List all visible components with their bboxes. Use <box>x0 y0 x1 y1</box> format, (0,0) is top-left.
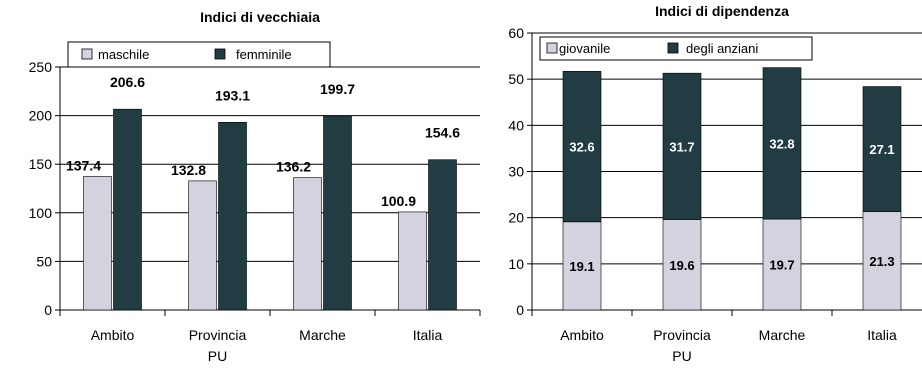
legend: maschile femminile <box>67 41 331 68</box>
data-label: 31.7 <box>669 139 694 154</box>
bar-degli-anziani <box>562 71 602 223</box>
category-label: PU <box>208 348 227 364</box>
chart-title: Indici di vecchiaia <box>200 9 320 25</box>
data-label: 154.6 <box>425 125 460 141</box>
y-tick-label: 50 <box>508 71 524 87</box>
category-label: Provincia <box>653 327 711 343</box>
bar-femminile <box>218 122 247 311</box>
y-tick-label: 150 <box>29 156 53 172</box>
category-label: Italia <box>867 327 897 343</box>
legend-swatch <box>667 42 679 54</box>
category-label: Marche <box>299 327 346 343</box>
y-tick-label: 0 <box>44 302 52 318</box>
data-label: 32.8 <box>769 136 794 151</box>
bar-giovanile <box>762 218 802 311</box>
y-tick-label: 200 <box>29 108 53 124</box>
bar-maschile <box>188 180 217 311</box>
dipendenza-chart: 0 10 20 30 40 50 60 19.1 32.6 Ambito 19.6 31.7 Provi… <box>508 3 922 364</box>
data-label: 32.6 <box>569 140 594 155</box>
bar-giovanile <box>562 221 602 311</box>
legend-box <box>67 41 331 68</box>
category-label: Provincia <box>189 327 247 343</box>
legend-label: maschile <box>98 47 149 62</box>
legend-label: giovanile <box>559 41 610 56</box>
bar-femminile <box>113 108 142 311</box>
bar-giovanile <box>662 219 702 311</box>
data-label: 137.4 <box>66 157 101 173</box>
bar-femminile <box>428 159 457 311</box>
bar-degli-anziani <box>662 72 702 220</box>
data-label: 19.1 <box>569 259 594 274</box>
data-label: 27.1 <box>869 142 894 157</box>
legend-label: femminile <box>236 47 292 62</box>
bar-degli-anziani <box>862 86 902 212</box>
y-tick-label: 40 <box>508 117 524 133</box>
bar-femminile <box>323 115 352 311</box>
y-tick-label: 250 <box>29 59 53 75</box>
category-label: Italia <box>413 327 443 343</box>
data-label: 206.6 <box>110 74 145 90</box>
y-tick-label: 20 <box>508 210 524 226</box>
chart-title: Indici di dipendenza <box>655 3 789 19</box>
bar-maschile <box>293 177 322 311</box>
data-label: 199.7 <box>320 81 355 97</box>
data-label: 19.6 <box>669 258 694 273</box>
data-label: 100.9 <box>381 193 416 209</box>
y-tick-label: 50 <box>36 253 52 269</box>
vecchiaia-chart: 0 50 100 150 200 250 137.4 206.6 Ambito 132.8 193.… <box>29 9 481 364</box>
data-label: 19.7 <box>769 258 794 273</box>
legend: giovanile degli anziani <box>539 36 813 61</box>
y-tick-label: 10 <box>508 256 524 272</box>
bar-maschile <box>398 211 427 311</box>
data-label: 132.8 <box>171 162 206 178</box>
category-label: Marche <box>759 327 806 343</box>
bar-degli-anziani <box>762 67 802 220</box>
bar-maschile <box>83 176 112 311</box>
y-tick-label: 100 <box>29 205 53 221</box>
y-tick-label: 0 <box>516 302 524 318</box>
legend-swatch <box>546 42 558 54</box>
category-label: Ambito <box>560 327 604 343</box>
legend-swatch <box>214 48 226 60</box>
y-tick-label: 30 <box>508 164 524 180</box>
data-label: 21.3 <box>869 254 894 269</box>
category-label: PU <box>672 348 691 364</box>
y-tick-label: 60 <box>508 25 524 41</box>
legend-label: degli anziani <box>686 41 758 56</box>
category-label: Ambito <box>91 327 135 343</box>
legend-swatch <box>81 48 93 60</box>
data-label: 193.1 <box>215 87 250 103</box>
data-label: 136.2 <box>276 159 311 175</box>
